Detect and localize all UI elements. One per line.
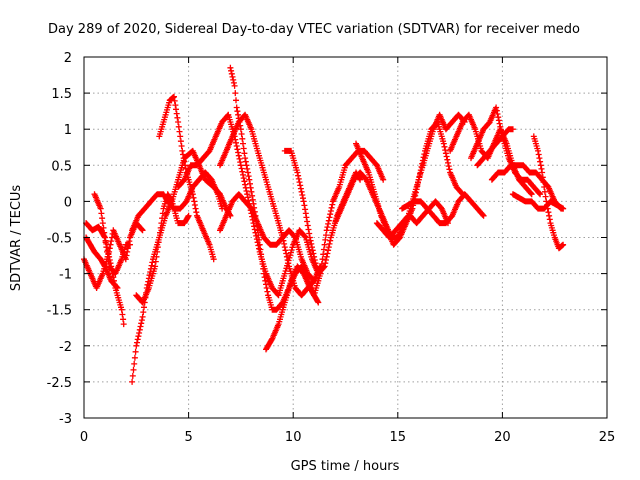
chart-title: Day 289 of 2020, Sidereal Day-to-day VTE… (48, 22, 580, 37)
tick-layer: 0 5 10 15 20 25 2 1.5 1 0.5 0 -0.5 -1 -1.5 -2 -2.5 -3 (47, 51, 616, 445)
y-axis-label: SDTVAR / TECUs (9, 185, 24, 292)
series-sat-h-markers (156, 93, 217, 263)
series-sat-c-markers (83, 234, 121, 291)
y-tick-label: -0.5 (47, 232, 72, 247)
x-tick-label: 15 (390, 430, 407, 445)
y-tick-label: -2.5 (47, 376, 72, 391)
y-tick-label: -1 (59, 268, 72, 283)
series-sat-n-markers (281, 147, 324, 277)
series-sat-t-markers (468, 104, 544, 198)
y-tick-label: -1.5 (47, 304, 72, 319)
series-sat-g-markers (133, 191, 192, 306)
x-axis-label: GPS time / hours (291, 459, 400, 474)
y-tick-label: -3 (59, 412, 72, 427)
x-tick-label: 10 (285, 430, 302, 445)
series-sat-l-markers (217, 191, 318, 284)
x-tick-label: 5 (184, 430, 192, 445)
series-sat-x-markers (509, 191, 567, 212)
y-tick-label: 1.5 (51, 87, 72, 102)
y-tick-label: 0 (64, 195, 72, 210)
x-tick-label: 20 (494, 430, 511, 445)
series-sat-d-markers (91, 191, 133, 277)
series-layer (81, 64, 567, 385)
series-sat-r-markers (399, 191, 487, 227)
x-tick-label: 25 (599, 430, 616, 445)
series-sat-u-markers (474, 126, 516, 169)
series-sat-q-markers (373, 111, 468, 241)
series-sat-s-markers (447, 111, 535, 198)
y-tick-label: 1 (64, 123, 72, 138)
y-tick-label: 2 (64, 51, 72, 66)
y-tick-label: 0.5 (51, 159, 72, 174)
x-tick-label: 0 (80, 430, 88, 445)
grid-layer (84, 57, 607, 418)
y-tick-label: -2 (59, 340, 72, 355)
